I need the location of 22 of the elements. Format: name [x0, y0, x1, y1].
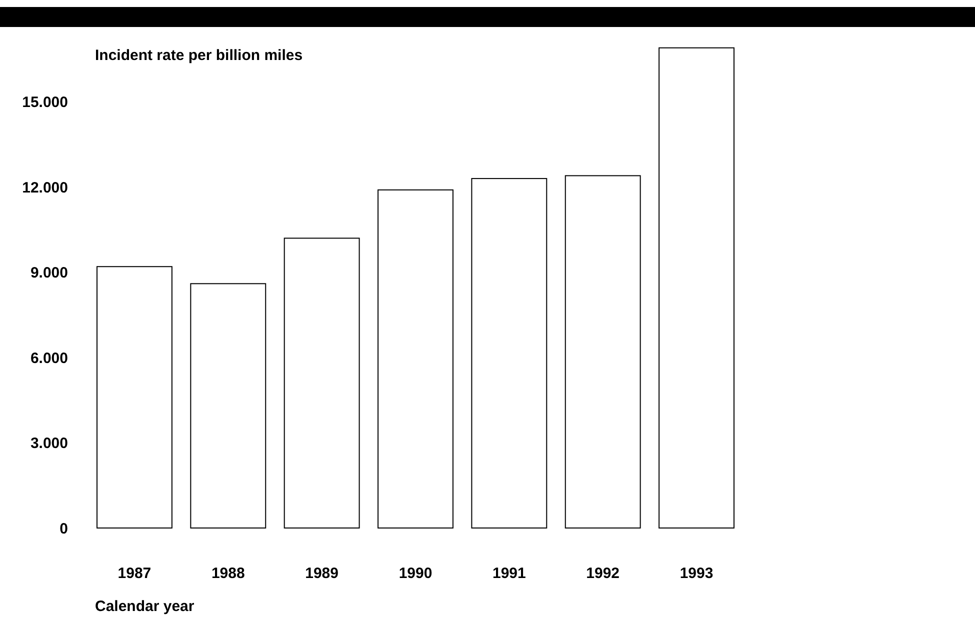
y-tick-label: 12.000 [22, 179, 68, 196]
bar [658, 47, 734, 528]
y-tick-label: 6.000 [30, 350, 68, 367]
x-axis-title: Calendar year [95, 598, 194, 615]
y-axis-title: Incident rate per billion miles [95, 47, 303, 64]
bar [378, 189, 454, 528]
bar [284, 238, 360, 528]
bar [190, 283, 266, 528]
y-tick-label: 3.000 [30, 435, 68, 452]
bar [471, 178, 548, 528]
x-tick-label: 1991 [492, 565, 526, 582]
x-tick-label: 1990 [398, 565, 432, 582]
y-tick-label: 9.000 [30, 264, 68, 282]
bar [96, 266, 172, 528]
x-tick-label: 1988 [211, 565, 245, 582]
y-tick-label: 0 [60, 520, 68, 538]
y-tick-label: 15.000 [22, 94, 68, 112]
x-tick-label: 1989 [305, 565, 339, 582]
x-tick-label: 1993 [680, 565, 714, 582]
x-tick-label: 1992 [586, 565, 620, 582]
x-tick-label: 1987 [118, 565, 152, 582]
bar [564, 175, 641, 528]
